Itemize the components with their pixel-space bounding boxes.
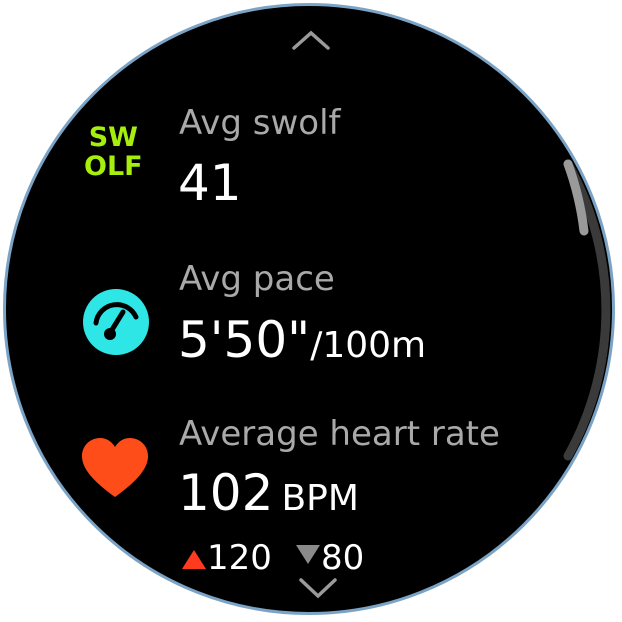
- heart-rate-label: Average heart rate: [179, 414, 500, 454]
- min-heart-rate: 80: [321, 538, 365, 578]
- avg-pace-value: 5'50": [178, 311, 311, 369]
- triangle-down-icon: [296, 545, 320, 564]
- triangle-up-icon: [182, 550, 206, 569]
- swolf-icon: SW OLF: [84, 123, 143, 181]
- heart-rate-unit: BPM: [281, 478, 359, 519]
- chevron-up-icon[interactable]: [286, 28, 336, 54]
- swolf-icon-line1: SW: [88, 122, 138, 153]
- max-heart-rate: 120: [207, 538, 272, 578]
- heart-icon: [82, 438, 148, 497]
- heart-rate-value: 102: [178, 464, 274, 522]
- avg-pace-unit: /100m: [310, 325, 427, 366]
- speedometer-icon: [83, 289, 149, 355]
- heart-rate-range: 120 80: [181, 538, 364, 578]
- scrollbar-thumb: [563, 159, 589, 236]
- avg-swolf-label: Avg swolf: [179, 103, 341, 143]
- heart-rate-row: 102 BPM: [178, 464, 359, 522]
- swolf-icon-line2: OLF: [84, 151, 143, 182]
- watch-screen: SW OLF Avg swolf 41 Avg pace 5'50"/100m …: [3, 3, 615, 615]
- chevron-down-icon[interactable]: [293, 574, 343, 604]
- scrollbar[interactable]: [6, 6, 612, 612]
- avg-pace-label: Avg pace: [179, 259, 335, 299]
- avg-pace-row: 5'50"/100m: [178, 311, 426, 369]
- avg-swolf-value: 41: [178, 154, 242, 212]
